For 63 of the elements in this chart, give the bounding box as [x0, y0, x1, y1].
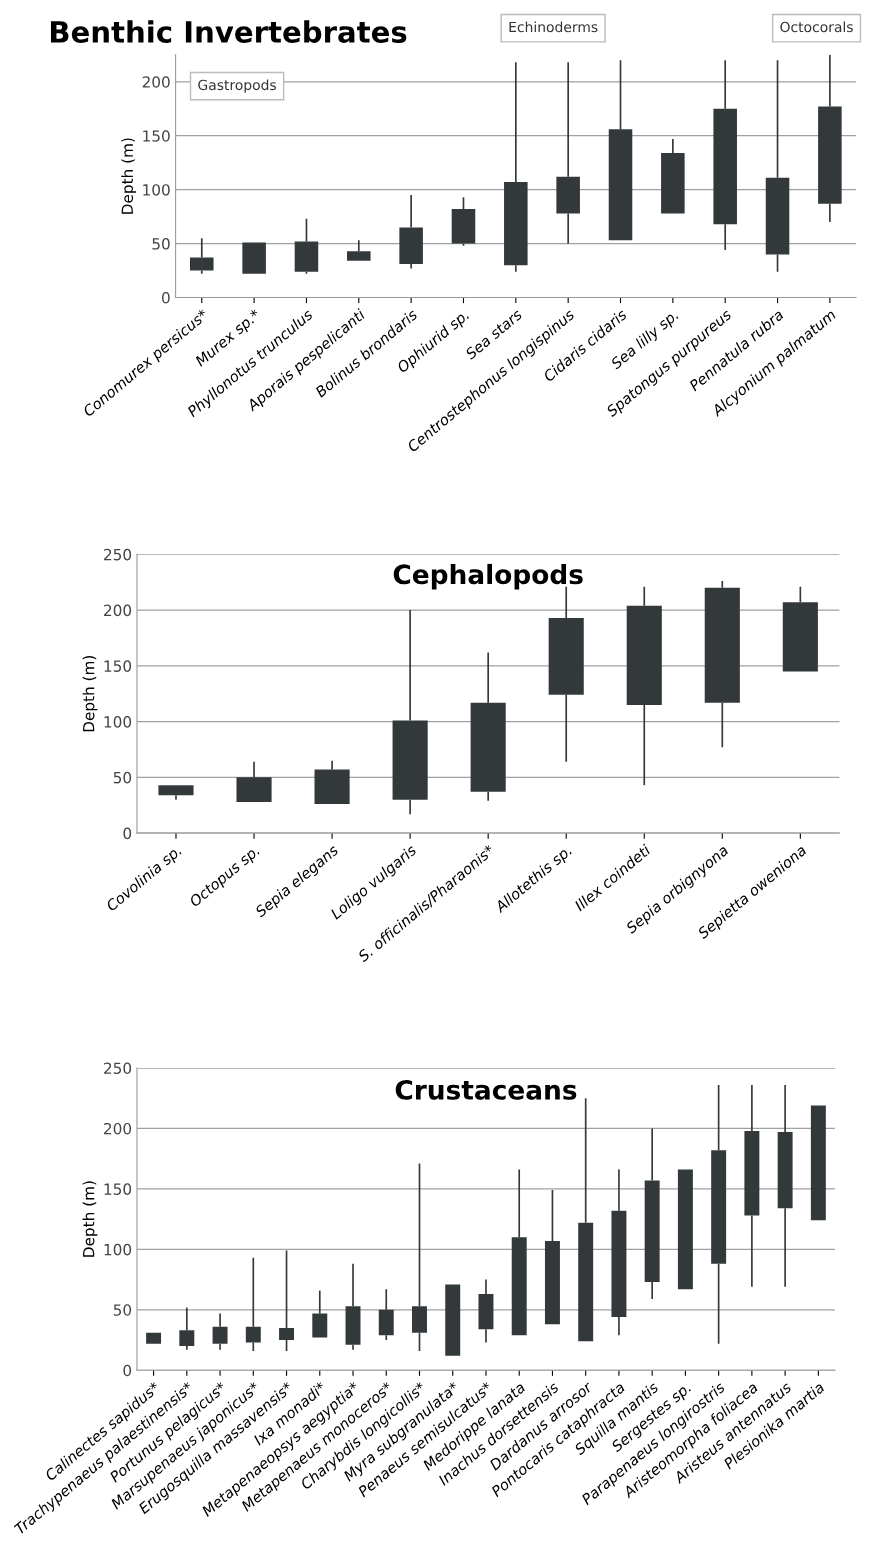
- candlestick: [713, 59, 737, 251]
- chart-title: Crustaceans: [395, 1079, 577, 1100]
- y-tick-label: 250: [104, 1062, 132, 1075]
- y-tick-label: 150: [104, 1183, 132, 1195]
- y-tick-label: 50: [113, 1304, 132, 1316]
- candlestick: [146, 1332, 162, 1344]
- candlestick: [818, 54, 842, 223]
- candlestick: [704, 580, 740, 749]
- candlestick: [312, 1289, 328, 1338]
- annotation: Gastropods: [198, 79, 276, 93]
- y-tick-label: 100: [104, 716, 132, 728]
- y-tick-label: 200: [104, 1122, 132, 1135]
- y-tick-label: 50: [113, 771, 132, 784]
- candlestick: [711, 1084, 727, 1345]
- candlestick: [777, 1084, 793, 1288]
- candlestick: [677, 1169, 693, 1290]
- candlestick: [470, 651, 506, 802]
- candlestick: [399, 194, 423, 270]
- candlestick: [511, 1168, 527, 1336]
- y-tick-label: 200: [142, 76, 170, 88]
- candlestick: [392, 609, 428, 815]
- candlestick: [661, 138, 685, 214]
- candlestick: [158, 785, 194, 801]
- candlestick: [810, 1105, 826, 1221]
- candlestick: [314, 759, 350, 805]
- chart-title: Benthic Invertebrates: [50, 20, 407, 43]
- candlestick: [611, 1168, 627, 1337]
- candlestick: [212, 1312, 228, 1351]
- y-tick-label: 250: [104, 548, 132, 561]
- candlestick: [445, 1284, 461, 1356]
- y-tick-label: 150: [143, 130, 170, 142]
- candlestick: [504, 61, 528, 273]
- y-tick-label: 100: [143, 184, 170, 196]
- y-axis-title: Depth (m): [82, 1181, 98, 1257]
- candlestick: [378, 1288, 394, 1341]
- candlestick: [578, 1097, 594, 1342]
- candlestick: [556, 61, 580, 245]
- candlestick: [412, 1162, 427, 1352]
- candlestick: [345, 1263, 361, 1351]
- text: Octocorals: [780, 21, 853, 33]
- y-tick-label: 0: [162, 292, 170, 304]
- candlestick: [189, 237, 214, 275]
- candlestick: [644, 1127, 660, 1300]
- candlestick: [245, 1256, 261, 1352]
- y-tick-label: 150: [104, 660, 132, 672]
- candlestick: [347, 239, 371, 261]
- y-tick-label: 0: [123, 827, 132, 840]
- y-axis-title: Depth (m): [121, 138, 137, 214]
- candlestick: [626, 585, 662, 787]
- chart-title: Cephalopods: [393, 563, 583, 590]
- text: Echinoderms: [509, 21, 598, 33]
- y-tick-label: 100: [104, 1243, 132, 1256]
- candlestick: [179, 1306, 195, 1351]
- y-tick-label: 0: [123, 1364, 132, 1377]
- candlestick: [242, 242, 266, 274]
- candlestick: [478, 1278, 494, 1344]
- y-tick-label: 200: [104, 604, 132, 617]
- y-tick-label: 50: [152, 238, 170, 250]
- candlestick: [236, 760, 272, 802]
- candlestick: [744, 1084, 760, 1288]
- y-axis-title: Depth (m): [82, 655, 98, 732]
- candlestick: [608, 59, 633, 241]
- candlestick: [544, 1189, 560, 1325]
